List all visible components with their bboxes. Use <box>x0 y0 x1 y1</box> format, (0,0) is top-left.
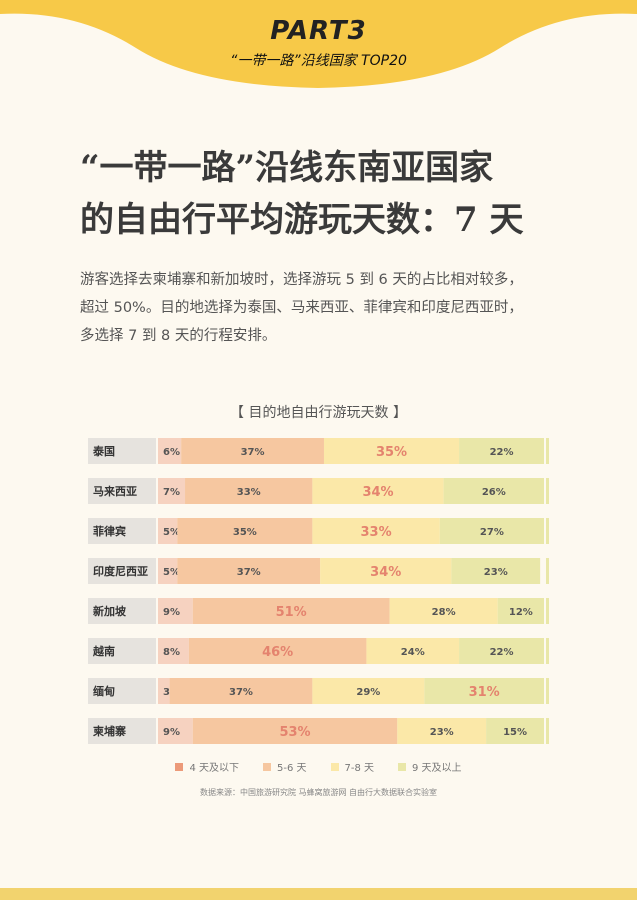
data-label: 23% <box>430 727 454 738</box>
legend-item: 7-8 天 <box>331 759 375 774</box>
data-label: 12% <box>509 607 533 618</box>
category-label: 泰国 <box>92 444 115 458</box>
data-label: 27% <box>480 527 504 538</box>
data-label: 23% <box>484 567 508 578</box>
part-label: PART3 <box>0 16 637 46</box>
data-label: 35% <box>376 445 407 460</box>
bar-end-cap <box>546 478 549 504</box>
bar-end-cap <box>546 598 549 624</box>
data-label: 22% <box>490 447 514 458</box>
category-label: 菲律宾 <box>93 524 126 538</box>
chart-title: 【 目的地自由行游玩天数 】 <box>0 402 637 422</box>
data-label: 33% <box>361 525 392 540</box>
intro-line-3: 多选择 7 到 8 天的行程安排。 <box>80 322 580 350</box>
top-banner <box>0 0 637 92</box>
legend-label: 5-6 天 <box>277 759 307 774</box>
headline-line-1: “一带一路”沿线东南亚国家 <box>80 142 600 194</box>
data-label: 37% <box>229 687 253 698</box>
category-label: 马来西亚 <box>93 484 137 498</box>
bar-end-cap <box>546 718 549 744</box>
legend-label: 9 天及以上 <box>412 759 462 774</box>
bar-end-cap <box>546 558 549 584</box>
category-label: 新加坡 <box>93 604 127 618</box>
chart-legend: 4 天及以下 5-6 天 7-8 天 9 天及以上 <box>0 759 637 774</box>
stacked-bar-chart: 泰国 6% 37% 35% 22% 马来西亚 7% 33% 34% 26% 菲律宾 5% 35% 33% 2… <box>0 430 637 750</box>
intro-line-1: 游客选择去柬埔寨和新加坡时，选择游玩 5 到 6 天的占比相对较多， <box>80 266 580 294</box>
legend-item: 5-6 天 <box>263 759 307 774</box>
legend-swatch <box>263 763 271 771</box>
data-label: 6% <box>163 447 180 458</box>
category-label: 印度尼西亚 <box>93 564 148 578</box>
data-label: 53% <box>279 725 310 740</box>
data-label: 7% <box>163 487 180 498</box>
data-label: 34% <box>370 565 401 580</box>
data-label: 28% <box>432 607 456 618</box>
footer-bar <box>0 888 637 900</box>
headline-line-2: 的自由行平均游玩天数：7 天 <box>80 194 600 246</box>
bar-end-cap <box>546 678 549 704</box>
data-label: 9% <box>163 607 180 618</box>
data-label: 37% <box>241 447 265 458</box>
intro-paragraph: 游客选择去柬埔寨和新加坡时，选择游玩 5 到 6 天的占比相对较多， 超过 50… <box>80 266 580 350</box>
data-label: 37% <box>237 567 261 578</box>
headline: “一带一路”沿线东南亚国家 的自由行平均游玩天数：7 天 <box>80 142 600 246</box>
data-label: 31% <box>469 685 500 700</box>
data-label: 9% <box>163 727 180 738</box>
part-subtitle: “一带一路”沿线国家 TOP20 <box>0 50 637 70</box>
bar-end-cap <box>546 518 549 544</box>
category-label: 越南 <box>92 644 115 658</box>
bar-end-cap <box>546 438 549 464</box>
data-label: 35% <box>233 527 257 538</box>
legend-swatch <box>175 763 183 771</box>
bar-end-cap <box>546 638 549 664</box>
data-label: 22% <box>490 647 514 658</box>
legend-label: 7-8 天 <box>345 759 375 774</box>
data-label: 34% <box>362 485 393 500</box>
data-label: 15% <box>503 727 527 738</box>
legend-swatch <box>398 763 406 771</box>
category-label: 柬埔寨 <box>93 724 126 738</box>
data-label: 46% <box>262 645 293 660</box>
legend-label: 4 天及以下 <box>189 759 239 774</box>
legend-item: 4 天及以下 <box>175 759 239 774</box>
data-source: 数据来源：中国旅游研究院 马蜂窝旅游网 自由行大数据联合实验室 <box>0 787 637 798</box>
data-label: 8% <box>163 647 180 658</box>
intro-line-2: 超过 50%。目的地选择为泰国、马来西亚、菲律宾和印度尼西亚时， <box>80 294 580 322</box>
legend-swatch <box>331 763 339 771</box>
data-label: 24% <box>401 647 425 658</box>
data-label: 26% <box>482 487 506 498</box>
category-label: 缅甸 <box>93 684 115 698</box>
data-label: 29% <box>356 687 380 698</box>
data-label: 51% <box>276 605 307 620</box>
legend-item: 9 天及以上 <box>398 759 462 774</box>
data-label: 33% <box>237 487 261 498</box>
